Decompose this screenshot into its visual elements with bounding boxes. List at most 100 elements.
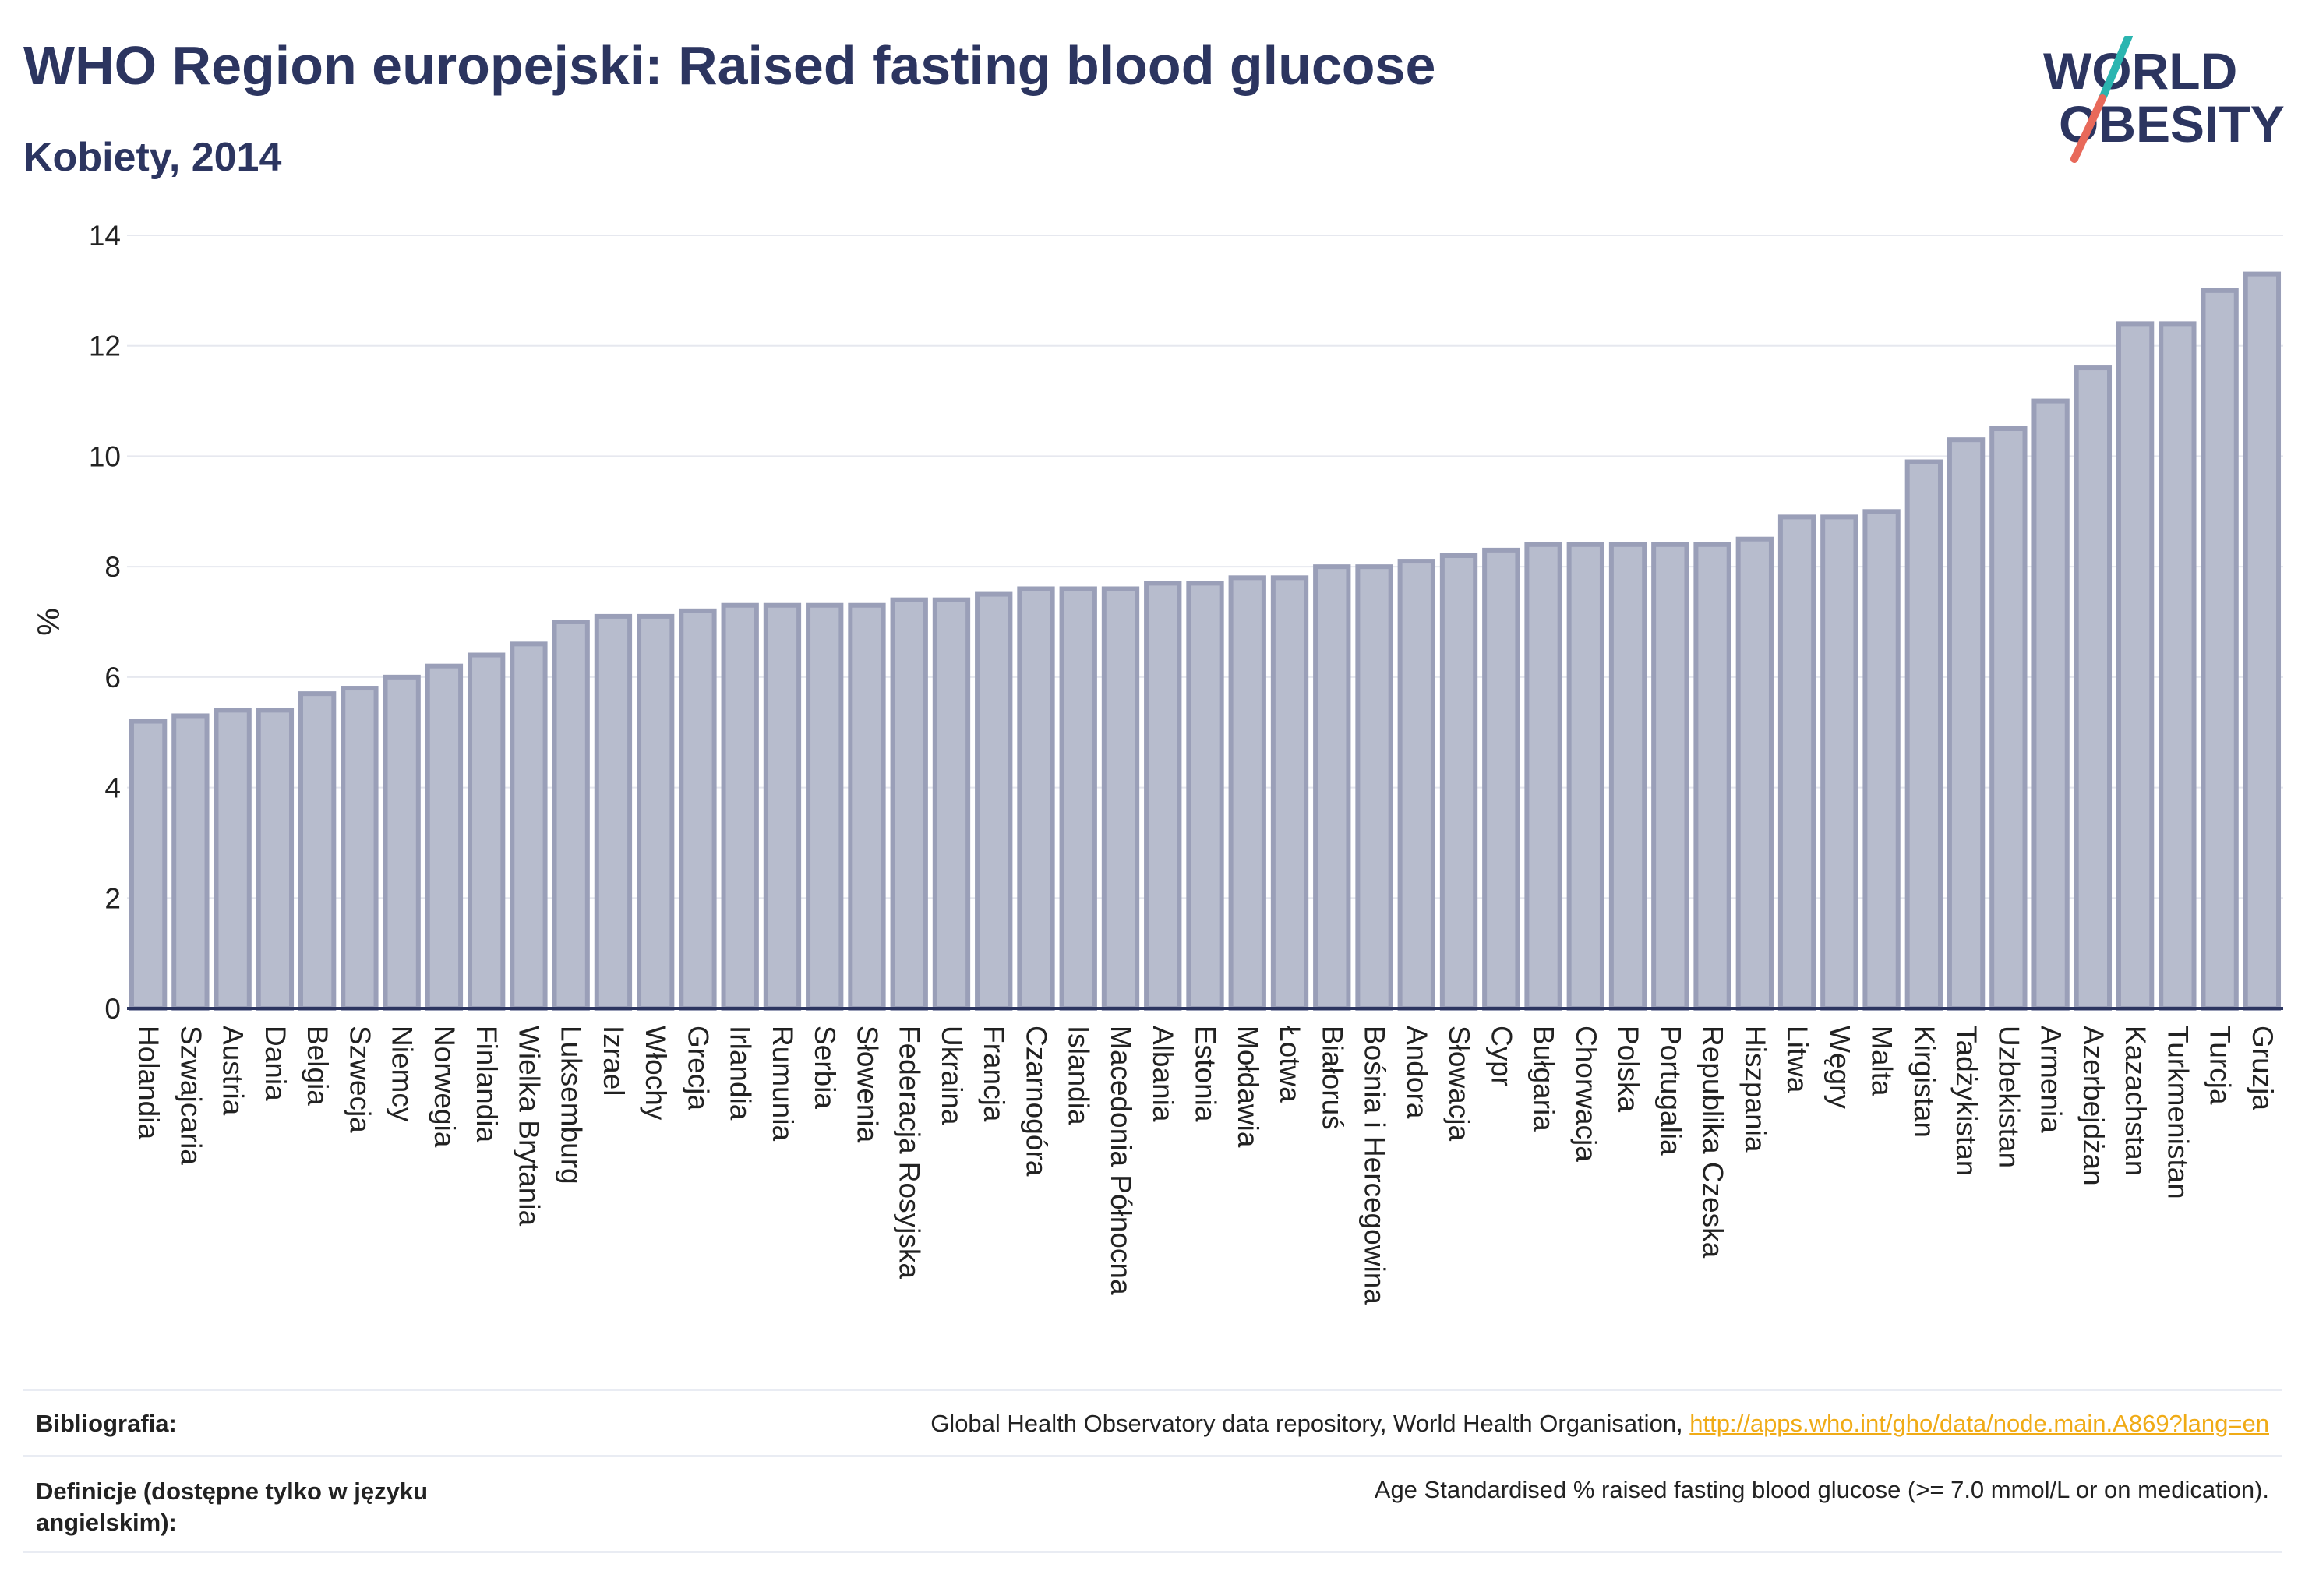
x-tick-label: Grecja <box>682 1026 714 1110</box>
definitions-value: Age Standardised % raised fasting blood … <box>1374 1476 2269 1503</box>
x-tick-label: Finlandia <box>471 1026 503 1143</box>
bar <box>1059 586 1097 1011</box>
x-tick-label: Kazachstan <box>2120 1026 2151 1176</box>
x-tick-label: Hiszpania <box>1739 1026 1771 1153</box>
bibliography-text: Global Health Observatory data repositor… <box>930 1410 1690 1437</box>
bar <box>679 608 717 1011</box>
bar <box>721 602 759 1011</box>
bar <box>1904 459 1943 1011</box>
bar <box>890 597 928 1011</box>
x-tick-label: Polska <box>1612 1026 1644 1112</box>
bar <box>2201 288 2239 1012</box>
x-tick-label: Czarnogóra <box>1020 1026 1052 1177</box>
x-tick-label: Estonia <box>1190 1026 1222 1122</box>
x-tick-label: Belgia <box>302 1026 334 1106</box>
bar <box>1524 542 1562 1011</box>
bar <box>594 613 633 1012</box>
bar <box>637 613 675 1012</box>
bar <box>1608 542 1647 1011</box>
x-tick-label: Węgry <box>1823 1026 1855 1109</box>
bar <box>425 663 464 1012</box>
bar <box>1566 542 1604 1011</box>
bar <box>214 708 252 1011</box>
x-tick-label: Azerbejdżan <box>2077 1026 2109 1186</box>
y-tick-label: 14 <box>89 220 121 252</box>
x-tick-label: Andora <box>1401 1026 1433 1119</box>
x-tick-label: Litwa <box>1781 1026 1813 1093</box>
x-tick-label: Irlandia <box>725 1026 757 1121</box>
bar <box>848 602 886 1011</box>
y-axis-ticks: 0 2 4 6 8 10 12 14 <box>89 220 121 1025</box>
x-tick-label: Uzbekistan <box>1993 1026 2024 1168</box>
chart-title: WHO Region europejski: Raised fasting bl… <box>23 35 1436 96</box>
x-tick-label: Słowenia <box>851 1026 883 1143</box>
x-tick-label: Luksemburg <box>556 1026 588 1185</box>
x-tick-label: Słowacja <box>1443 1026 1475 1141</box>
bar <box>1186 581 1224 1011</box>
x-tick-label: Malta <box>1866 1026 1898 1096</box>
x-tick-label: Turcja <box>2204 1026 2236 1105</box>
bar <box>1862 509 1901 1011</box>
bibliography-label: Bibliografia: <box>36 1410 177 1437</box>
bar <box>763 602 802 1011</box>
bar <box>975 591 1013 1012</box>
y-tick-label: 10 <box>89 440 121 472</box>
bar <box>2074 365 2113 1012</box>
x-tick-label: Bułgaria <box>1528 1026 1560 1132</box>
x-tick-label: Mołdawia <box>1232 1026 1264 1148</box>
bar <box>1439 553 1478 1011</box>
y-tick-label: 0 <box>104 993 121 1025</box>
x-tick-label: Holandia <box>132 1026 164 1139</box>
y-tick-label: 2 <box>104 882 121 914</box>
footer-table: Bibliografia: Global Health Observatory … <box>23 1389 2282 1553</box>
bar <box>171 713 210 1011</box>
x-tick-label: Tadżykistan <box>1950 1026 1982 1176</box>
bar <box>1101 586 1140 1011</box>
bar <box>383 674 421 1011</box>
x-axis-ticks: Holandia Szwajcaria Austria Dania Belgia Szwe… <box>132 1026 2279 1305</box>
bars <box>129 271 2282 1012</box>
y-tick-label: 12 <box>89 330 121 362</box>
bar <box>1735 536 1774 1011</box>
x-tick-label: Szwajcaria <box>175 1026 206 1165</box>
bar <box>2159 321 2197 1012</box>
bar <box>552 620 590 1011</box>
x-tick-label: Bośnia i Hercegowina <box>1359 1026 1391 1305</box>
x-tick-label: Republika Czeska <box>1697 1026 1729 1259</box>
x-tick-label: Federacja Rosyjska <box>894 1026 926 1279</box>
bar <box>298 691 337 1011</box>
logo-accent-coral <box>2070 94 2106 163</box>
x-tick-label: Cypr <box>1485 1026 1517 1086</box>
x-tick-label: Albania <box>1147 1026 1179 1122</box>
bar <box>1482 547 1520 1011</box>
bar <box>2031 398 2070 1012</box>
x-tick-label: Francja <box>978 1026 1010 1122</box>
x-tick-label: Serbia <box>809 1026 841 1109</box>
bar <box>1144 581 1182 1011</box>
bar <box>129 719 168 1011</box>
bibliography-link[interactable]: http://apps.who.int/gho/data/node.main.A… <box>1689 1410 2269 1437</box>
x-tick-label: Izrael <box>598 1026 630 1096</box>
footer-row-bibliography: Bibliografia: Global Health Observatory … <box>23 1389 2282 1455</box>
x-tick-label: Gruzja <box>2247 1026 2279 1110</box>
x-tick-label: Dania <box>259 1026 291 1101</box>
x-tick-label: Portugalia <box>1654 1026 1686 1156</box>
bar-chart: 0 2 4 6 8 10 12 14 Holandia Szwajcaria Austria Dan… <box>32 220 2283 1305</box>
bar <box>256 708 295 1011</box>
bar <box>1947 437 1986 1011</box>
y-tick-label: 8 <box>104 551 121 583</box>
bar <box>341 686 379 1011</box>
x-tick-label: Norwegia <box>429 1026 461 1148</box>
x-tick-label: Kirgistan <box>1908 1026 1940 1138</box>
y-axis-label: % <box>32 608 66 636</box>
definitions-label: Definicje (dostępne tylko w języku angie… <box>36 1478 429 1536</box>
bar <box>932 597 971 1011</box>
x-tick-label: Armenia <box>2035 1026 2067 1133</box>
x-tick-label: Szwecja <box>344 1026 376 1133</box>
x-tick-label: Chorwacja <box>1570 1026 1602 1162</box>
bar <box>1017 586 1055 1011</box>
footer-row-definitions: Definicje (dostępne tylko w języku angie… <box>23 1455 2282 1553</box>
x-tick-label: Macedonia Północna <box>1105 1026 1137 1295</box>
x-tick-label: Wielka Brytania <box>513 1026 545 1226</box>
logo-accent-teal <box>2099 36 2133 102</box>
